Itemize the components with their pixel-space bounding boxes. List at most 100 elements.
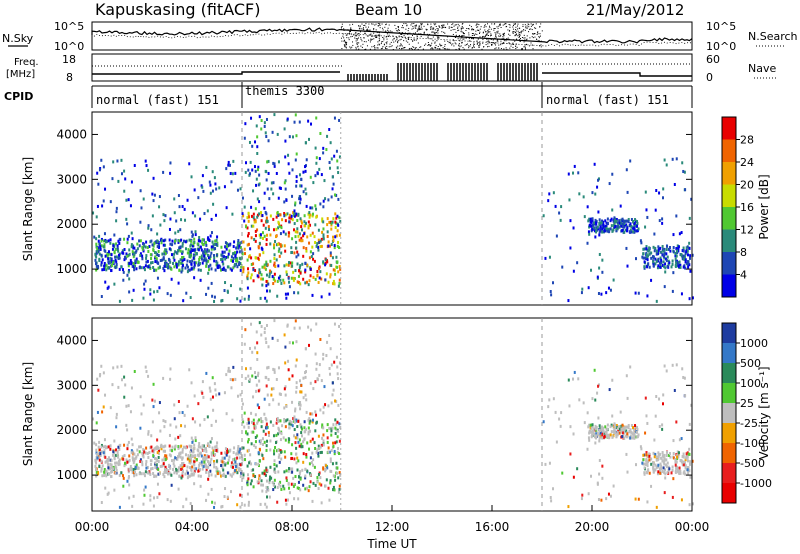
power-cell (277, 249, 280, 253)
velocity-cell (246, 432, 249, 436)
velocity-cell (197, 454, 200, 458)
power-cell (111, 177, 114, 181)
velocity-cell (623, 436, 626, 440)
noise-stipple (417, 29, 419, 31)
noise-stipple (452, 23, 454, 25)
velocity-cell (211, 376, 214, 380)
power-cell (249, 276, 252, 280)
power-cell (590, 224, 593, 228)
noise-stipple (508, 30, 510, 32)
power-cell (598, 230, 601, 234)
velocity-cell (225, 412, 228, 416)
power-cell (222, 266, 225, 270)
velocity-cell (665, 369, 668, 373)
velocity-cell (232, 451, 235, 455)
noise-stipple (488, 31, 490, 33)
velocity-cell (260, 425, 263, 429)
power-cell (627, 220, 630, 224)
power-cell (265, 279, 268, 283)
noise-stipple (533, 33, 535, 35)
velocity-cell (337, 490, 340, 494)
noise-stipple (375, 23, 377, 25)
velocity-cell (304, 427, 307, 431)
power-cell (323, 179, 326, 183)
power-cell (98, 242, 101, 246)
power-cell (247, 234, 250, 238)
velocity-cell (292, 482, 295, 486)
velocity-cell (252, 430, 255, 434)
velocity-colorbar-label: Velocity [m s⁻¹] (757, 366, 771, 459)
velocity-cell (261, 489, 264, 493)
power-cell (229, 267, 232, 271)
velocity-cell (96, 377, 99, 381)
velocity-cell (643, 466, 646, 470)
power-cell (193, 263, 196, 267)
velocity-cell (168, 453, 171, 457)
velocity-cell (671, 495, 674, 499)
noise-stipple (402, 25, 404, 27)
power-cell (254, 169, 257, 173)
power-cell (657, 248, 660, 252)
velocity-cell (626, 396, 629, 400)
velocity-cell (686, 468, 689, 472)
velocity-cell (133, 459, 136, 463)
power-cell (225, 255, 228, 259)
power-cell (293, 228, 296, 232)
velocity-cell (117, 445, 120, 449)
power-cell (298, 269, 301, 273)
power-cell (192, 256, 195, 260)
noise-stipple (461, 35, 463, 37)
power-cell (197, 263, 200, 267)
velocity-cell (300, 431, 303, 435)
power-cell (197, 248, 200, 252)
power-cell (155, 260, 158, 264)
velocity-cell (103, 445, 106, 449)
velocity-cell (205, 468, 208, 472)
velocity-cell (608, 388, 611, 392)
power-cell (226, 289, 229, 293)
noise-stipple (503, 48, 505, 50)
velocity-cell (163, 425, 166, 429)
velocity-cell (298, 444, 301, 448)
noise-stipple (395, 36, 397, 38)
power-cell (116, 244, 119, 248)
noise-stipple (503, 32, 505, 34)
power-cell (128, 277, 131, 281)
velocity-cell (258, 474, 261, 478)
power-cell (275, 227, 278, 231)
velocity-cell (163, 467, 166, 471)
power-cell (328, 161, 331, 165)
noise-stipple (507, 29, 509, 31)
power-cell (590, 268, 593, 272)
noise-stipple (500, 34, 502, 36)
noise-stipple (348, 37, 350, 39)
velocity-cell (236, 452, 239, 456)
power-cell (625, 223, 628, 227)
power-cell (597, 178, 600, 182)
noise-stipple (377, 41, 379, 43)
velocity-cell (249, 453, 252, 457)
power-cell (676, 244, 679, 248)
power-cell (126, 254, 129, 258)
noise-stipple (471, 32, 473, 34)
colorbar-tick-label: -100 (740, 437, 765, 450)
velocity-cell (245, 367, 248, 371)
velocity-cell (595, 434, 598, 438)
power-cell (598, 266, 601, 270)
velocity-cell (254, 375, 257, 379)
power-cell (211, 189, 214, 193)
noise-stipple (433, 27, 435, 29)
velocity-cell (322, 352, 325, 356)
power-cell (660, 258, 663, 262)
velocity-cell (637, 497, 640, 501)
noise-stipple (468, 47, 470, 49)
velocity-cell (230, 464, 233, 468)
power-cell (330, 263, 333, 267)
noise-stipple (532, 33, 534, 35)
velocity-cell (247, 473, 250, 477)
power-cell (164, 259, 167, 263)
velocity-cell (252, 468, 255, 472)
noise-stipple (444, 48, 446, 50)
velocity-cell (191, 455, 194, 459)
velocity-cell (236, 471, 239, 475)
